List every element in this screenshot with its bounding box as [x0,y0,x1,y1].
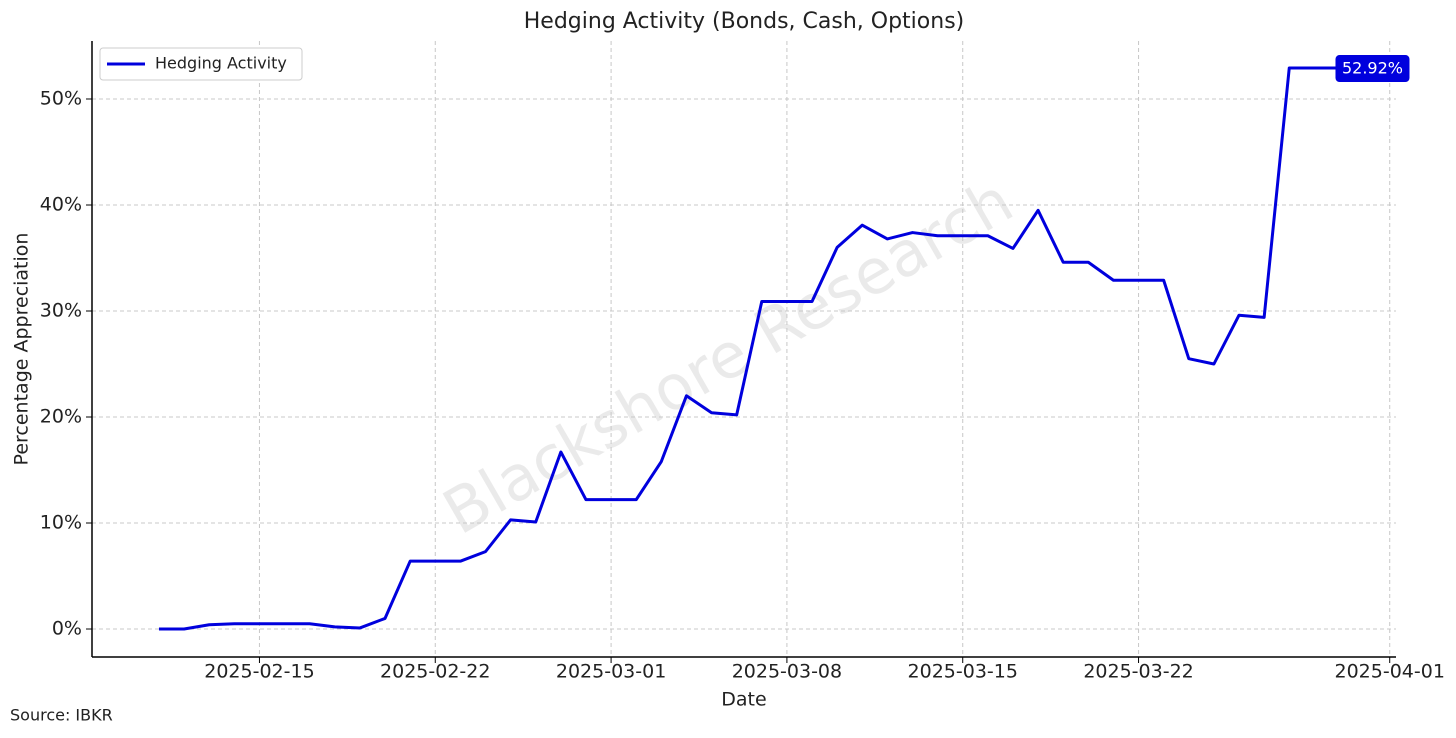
source-note: Source: IBKR [10,706,113,725]
y-tick-label: 50% [40,87,82,109]
y-tick-label: 0% [52,618,82,640]
x-tick-label: 2025-02-22 [380,661,490,683]
data-line [158,66,1340,631]
annotation-box [1335,55,1410,83]
y-tick-label: 20% [40,406,82,428]
legend-box [99,47,303,81]
x-tick-label: 2025-03-22 [1083,661,1193,683]
legend-label: Hedging Activity [155,54,287,73]
x-tick-label: 2025-03-01 [556,661,666,683]
chart-title: Hedging Activity (Bonds, Cash, Options) [524,9,964,34]
y-tick-label: 10% [40,512,82,534]
y-tick-label: 40% [40,193,82,215]
x-tick-label: 2025-02-15 [204,661,314,683]
x-tick-label: 2025-03-15 [908,661,1018,683]
x-tick-label: 2025-03-08 [732,661,842,683]
watermark: Blackshore Research [431,164,1025,549]
x-tick-label: 2025-04-01 [1335,661,1445,683]
x-axis-label: Date [721,689,766,711]
y-axis-label: Percentage Appreciation [11,233,33,466]
data-label: 52.92% [1342,59,1403,78]
y-tick-label: 30% [40,299,82,321]
